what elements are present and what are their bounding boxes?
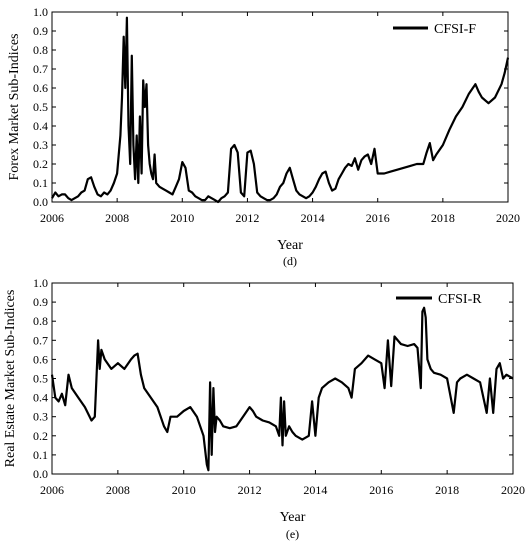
series-line-cfsi-r — [50, 306, 514, 472]
x-tick-label: 2020 — [501, 483, 525, 497]
x-tick-label: 2018 — [431, 211, 455, 225]
y-tick-label: 0.0 — [33, 467, 48, 481]
y-tick-label: 0.1 — [33, 448, 48, 462]
y-tick-label: 0.6 — [33, 352, 48, 366]
x-tick-label: 2006 — [40, 483, 64, 497]
legend-label: CFSI-F — [434, 22, 476, 37]
x-tick-label: 2008 — [106, 483, 130, 497]
x-tick-label: 2014 — [301, 211, 325, 225]
legend-label: CFSI-R — [438, 292, 482, 307]
x-tick-label: 2008 — [105, 211, 129, 225]
y-tick-label: 0.0 — [33, 195, 48, 209]
y-tick-label: 0.3 — [33, 410, 48, 424]
y-tick-label: 0.5 — [33, 100, 48, 114]
x-tick-label: 2012 — [238, 483, 262, 497]
y-tick-label: 0.4 — [33, 391, 48, 405]
x-tick-label: 2006 — [40, 211, 64, 225]
y-tick-label: 0.9 — [33, 295, 48, 309]
y-tick-label: 1.0 — [33, 276, 48, 290]
x-axis-title: Year — [277, 238, 303, 253]
x-tick-label: 2012 — [235, 211, 259, 225]
x-tick-label: 2010 — [172, 483, 196, 497]
y-tick-label: 0.6 — [33, 81, 48, 95]
y-tick-label: 0.4 — [33, 119, 48, 133]
y-tick-label: 0.8 — [33, 43, 48, 57]
plot-frame-0 — [51, 11, 509, 203]
y-tick-label: 0.3 — [33, 138, 48, 152]
panel-label: (d) — [283, 254, 297, 268]
x-axis-title: Year — [280, 510, 306, 525]
y-tick-label: 1.0 — [33, 5, 48, 19]
y-tick-label: 0.8 — [33, 314, 48, 328]
series-line-cfsi-f — [51, 16, 510, 204]
x-tick-label: 2016 — [366, 211, 390, 225]
y-tick-label: 0.9 — [33, 24, 48, 38]
y-tick-label: 0.7 — [33, 62, 48, 76]
x-tick-label: 2014 — [303, 483, 327, 497]
x-tick-label: 2020 — [496, 211, 520, 225]
x-tick-label: 2016 — [369, 483, 393, 497]
y-tick-label: 0.1 — [33, 176, 48, 190]
y-axis-title: Real Estate Market Sub-Indices — [3, 290, 18, 468]
y-tick-label: 0.2 — [33, 157, 48, 171]
y-axis-title: Forex Market Sub-Indices — [7, 34, 22, 181]
x-tick-label: 2010 — [170, 211, 194, 225]
panel-label: (e) — [286, 527, 299, 541]
y-tick-label: 0.2 — [33, 429, 48, 443]
y-tick-label: 0.5 — [33, 372, 48, 386]
y-tick-label: 0.7 — [33, 333, 48, 347]
x-tick-label: 2018 — [435, 483, 459, 497]
